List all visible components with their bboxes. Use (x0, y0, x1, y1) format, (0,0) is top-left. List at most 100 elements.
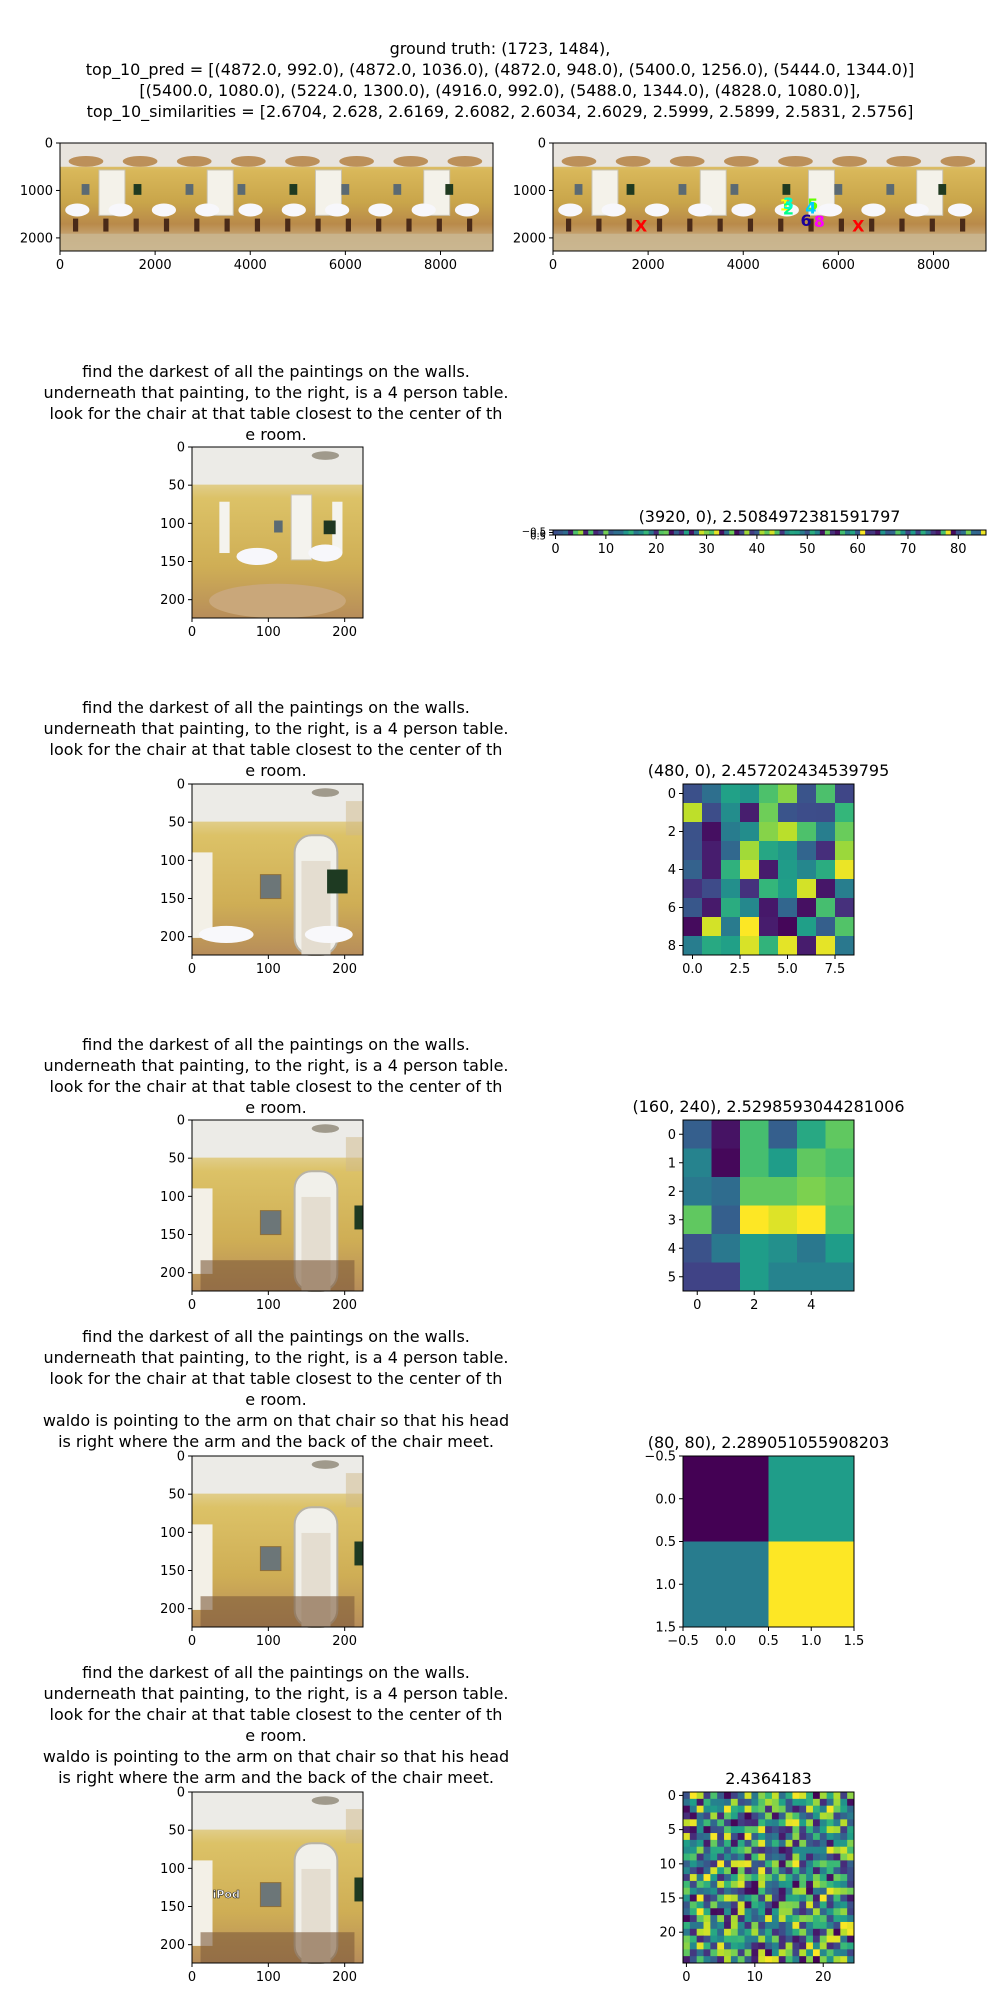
heatmap-cell (819, 1928, 828, 1937)
heatmap-cell (797, 879, 817, 899)
panorama-left-chandelier (176, 155, 212, 167)
heatmap-cell (744, 1867, 752, 1875)
panorama-right-chandelier (832, 155, 867, 167)
heatmap-cell (737, 1826, 746, 1834)
instruction-line: underneath that painting, to the right, … (44, 383, 509, 402)
heatmap-cell (799, 1839, 807, 1848)
heatmap-ytick-label: 0.5 (655, 1535, 676, 1550)
heatmap-cell (799, 1826, 807, 1834)
heatmap-cell (717, 1949, 725, 1957)
heatmap-cell (840, 1880, 848, 1889)
heatmap-cell (840, 1901, 848, 1909)
heatmap-cell (819, 1839, 828, 1848)
heatmap-cell (693, 530, 700, 536)
crop-ceiling (192, 1120, 363, 1158)
heatmap-cell (710, 1942, 718, 1950)
heatmap-cell (702, 860, 722, 880)
crop-frame (191, 1791, 364, 1964)
heatmap-cell (774, 530, 781, 536)
heatmap-cell (826, 1921, 834, 1930)
heatmap-title: 2.4364183 (725, 1769, 812, 1788)
panorama-left-chandelier (122, 155, 158, 167)
crop-door (290, 494, 313, 561)
heatmap-cell (765, 1908, 773, 1916)
heatmap-cell (744, 1942, 752, 1950)
heatmap-cell (703, 1935, 711, 1943)
crop-ceiling-shadow (345, 801, 363, 836)
heatmap-cell (812, 1935, 821, 1943)
heatmap-cell (749, 530, 755, 536)
heatmap-cell (703, 1949, 711, 1957)
heatmap-cell (771, 1819, 780, 1827)
heatmap-cell (835, 898, 855, 918)
heatmap-cell (702, 879, 722, 899)
heatmap-cell (812, 1826, 821, 1834)
heatmap-cell (758, 1901, 766, 1909)
instruction-line: is right where the arm and the back of t… (58, 1432, 494, 1451)
crop-image-5: iPod 0 100 200 0 50 100 150 200 (160, 1786, 364, 1985)
heatmap-cell (608, 530, 614, 536)
heatmap-cell (696, 1798, 705, 1807)
heatmap-cell (717, 1846, 725, 1855)
heatmap-cell (696, 1846, 705, 1855)
heatmap-cell (840, 1928, 848, 1937)
heatmap-cell (710, 1921, 718, 1930)
heatmap-cell (819, 1853, 828, 1861)
heatmap-cell (785, 1839, 793, 1848)
crop-ytick-label: 50 (168, 1152, 185, 1167)
heatmap-1: (3920, 0), 2.5084972381591797 0 10 20 30 40 50… (522, 507, 987, 557)
heatmap-cell (689, 1949, 698, 1957)
heatmap-cell (673, 530, 680, 536)
heatmap-cell (835, 803, 855, 823)
heatmap-cell (819, 1860, 828, 1868)
heatmap-cell (751, 1901, 759, 1909)
heatmap-cell (710, 1826, 718, 1834)
heatmap-cell (696, 1853, 705, 1861)
heatmap-cell (689, 1908, 698, 1916)
panorama-right-chair (869, 218, 875, 232)
heatmap-cell (826, 1853, 834, 1861)
heatmap-cell (768, 1120, 798, 1149)
heatmap-cell (737, 1867, 746, 1875)
panorama-right-table (817, 203, 843, 217)
heatmap-cell (847, 1935, 855, 1943)
panorama-right-chair (626, 218, 632, 232)
heatmap-cell (792, 1956, 800, 1964)
crop-rug (209, 583, 346, 619)
heatmap-cell (703, 1812, 711, 1820)
heatmap-cell (778, 841, 798, 861)
heatmap-cell (779, 530, 786, 536)
heatmap-cell (710, 1798, 718, 1807)
crop-ytick-label: 150 (160, 555, 185, 570)
heatmap-ytick-label: 10 (659, 1857, 676, 1872)
panorama-left-chandelier (231, 155, 266, 167)
heatmap-cell (799, 1887, 807, 1896)
heatmap-cell (730, 1935, 739, 1943)
heatmap-cell (847, 1867, 855, 1875)
heatmap-ytick-label: 6 (668, 901, 676, 916)
heatmap-cell (758, 1792, 766, 1800)
heatmap-xtick-label: 10 (598, 542, 615, 557)
crop-table (308, 544, 343, 562)
heatmap-cell (778, 1833, 787, 1841)
crop-painting (327, 869, 348, 894)
crop-frame (191, 783, 364, 956)
panorama-marker: X (635, 217, 648, 236)
heatmap-cell (689, 1880, 698, 1889)
heatmap-cell (717, 1887, 725, 1896)
heatmap-cell (778, 1935, 787, 1943)
panorama-right-table (601, 203, 626, 217)
heatmap-cell (696, 1805, 705, 1814)
heatmap-cell (771, 1887, 780, 1896)
heatmap-cell (740, 1148, 769, 1178)
crop-painting (323, 520, 336, 535)
heatmap-cell (730, 1908, 739, 1916)
heatmap-cell (759, 822, 779, 842)
heatmap-cell (744, 1826, 752, 1834)
panorama-right-table (688, 203, 713, 217)
heatmap-cell (785, 1792, 793, 1800)
panorama-right-chair (838, 218, 844, 232)
heatmap-cell (696, 1792, 705, 1800)
heatmap-cell (840, 1921, 848, 1930)
